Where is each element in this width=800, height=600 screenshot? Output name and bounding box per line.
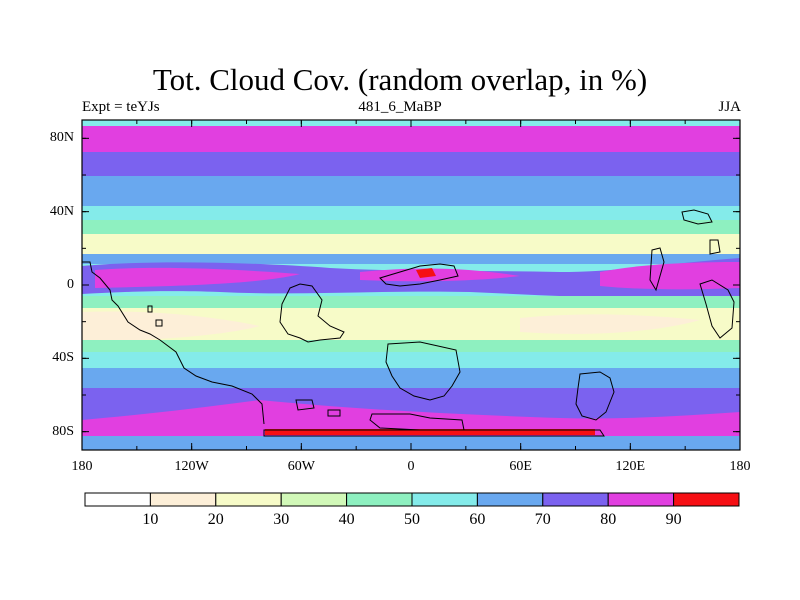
coast-island-4	[147, 305, 153, 313]
coast-south-america	[279, 283, 345, 343]
y-tick-label: 80S	[52, 423, 74, 439]
coast-antarctica	[263, 429, 605, 437]
y-tick-label: 40S	[52, 350, 74, 366]
x-tick-label: 120E	[615, 459, 646, 474]
coast-island-1	[295, 399, 315, 411]
coastlines	[82, 209, 735, 437]
band-polar-south	[82, 400, 740, 436]
coast-japan	[681, 209, 713, 225]
coast-island-5	[155, 319, 163, 327]
band-polar-north	[82, 126, 740, 154]
band-itcz-edge	[82, 254, 740, 264]
band-south-tropic	[82, 296, 740, 310]
colorbar-swatch	[215, 492, 282, 507]
coast-australia-east	[575, 371, 615, 421]
driest-indian	[520, 314, 700, 334]
band-south-subtropic	[82, 340, 740, 354]
colorbar-swatch	[346, 492, 413, 507]
band-subtropic-north	[82, 220, 740, 238]
colorbar	[84, 492, 740, 507]
x-tick-label: 60E	[509, 459, 532, 474]
itcz-max-atlantic	[95, 267, 300, 288]
colorbar-swatch	[411, 492, 478, 507]
colorbar-label: 40	[338, 511, 355, 528]
coast-africa-north	[379, 263, 459, 287]
colorbar-label: 90	[665, 511, 682, 528]
x-tick-label: 180	[71, 459, 93, 474]
colorbar-label: 50	[404, 511, 420, 528]
colorbar-label: 20	[207, 511, 224, 528]
y-tick-label: 40N	[49, 203, 74, 219]
colorbar-label: 30	[273, 511, 290, 528]
colorbar-label: 10	[142, 511, 159, 528]
band-subpolar-north	[82, 152, 740, 180]
antarctic-max	[265, 429, 595, 435]
coast-americas	[82, 261, 265, 425]
period-label: 481_6_MaBP	[358, 99, 442, 115]
colorbar-swatch	[607, 492, 675, 507]
x-tick-label: 120W	[174, 459, 209, 474]
experiment-label: Expt = teYJs	[82, 99, 160, 115]
colorbar-swatch	[476, 492, 544, 507]
y-tick-label: 80N	[49, 130, 74, 146]
colorbar-swatch	[542, 492, 609, 507]
colorbar-label: 70	[534, 511, 551, 528]
coast-africa-south	[385, 341, 461, 401]
coast-asia-archipelago	[649, 247, 665, 292]
chart-title: Tot. Cloud Cov. (random overlap, in %)	[152, 62, 648, 97]
colorbar-swatch	[149, 492, 217, 507]
colorbar-swatch	[280, 492, 348, 507]
band-midlat-south	[82, 368, 740, 390]
colorbar-label: 60	[469, 511, 486, 528]
band-dry-north	[82, 234, 740, 254]
map-ticks	[81, 120, 741, 450]
colorbar-label: 80	[600, 511, 617, 528]
band-midlat-north	[82, 176, 740, 206]
x-tick-label: 60W	[287, 459, 315, 474]
y-tick-label: 0	[67, 277, 74, 292]
coast-island-3	[709, 239, 721, 255]
x-tick-label: 0	[407, 459, 415, 474]
band-40s	[82, 352, 740, 370]
x-tick-label: 180	[729, 459, 751, 474]
colorbar-swatch	[84, 492, 151, 507]
cloud-max-patch	[416, 268, 436, 278]
coast-west-pacific	[699, 279, 735, 339]
colorbar-swatch	[673, 492, 740, 507]
coast-island-2	[327, 409, 341, 417]
season-label: JJA	[718, 99, 741, 115]
